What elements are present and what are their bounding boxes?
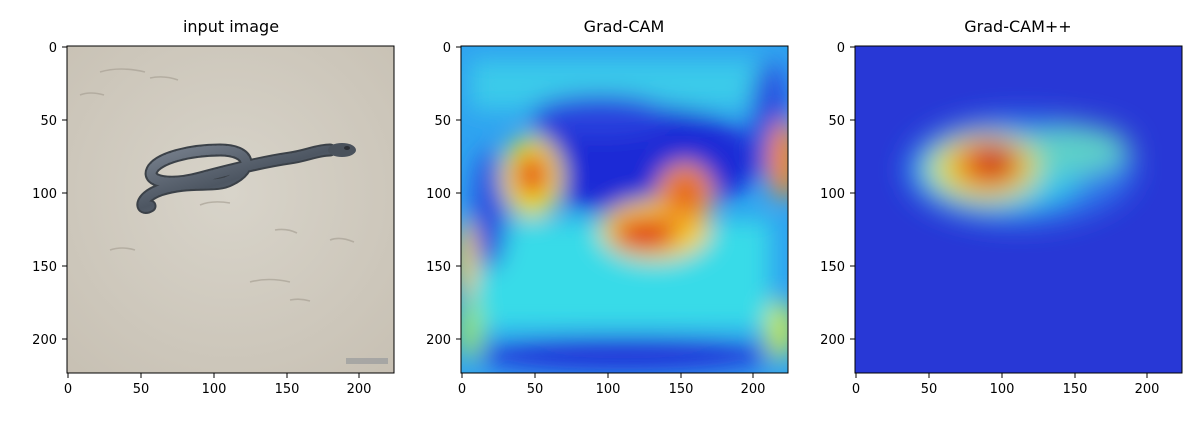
x-tick-label: 150 [669,382,694,397]
panel-grad-cam-plus-plus: Grad-CAM++ 0 50 [788,0,1183,421]
x-tick-label: 150 [275,382,300,397]
y-tick-label: 50 [40,114,57,129]
y-tick-label: 100 [426,187,451,202]
x-tick-label: 150 [1063,382,1088,397]
x-tick-label: 200 [1135,382,1160,397]
panel-title: input image [183,17,279,36]
axes-frame [854,45,1183,374]
y-tick-label: 50 [434,114,451,129]
x-tick-label: 0 [852,382,860,397]
panel-grad-cam: Grad-CAM [394,0,789,421]
y-tick-label: 50 [828,114,845,129]
x-axis: 0 50 100 150 200 [64,372,394,397]
x-tick-label: 50 [133,382,150,397]
x-axis: 0 50 100 150 200 [852,372,1182,397]
sand-texture [79,68,355,302]
y-axis: 0 50 100 150 200 [32,41,68,373]
y-tick-label: 0 [443,41,451,56]
y-tick-label: 150 [820,260,845,275]
panel-input-image: input image [0,0,395,421]
panel-grad-cam-figure: Grad-CAM [426,17,789,397]
y-tick-label: 150 [426,260,451,275]
y-tick-label: 150 [32,260,57,275]
sand-background [67,46,394,373]
y-axis: 0 50 100 150 200 [426,41,462,373]
y-tick-label: 0 [837,41,845,56]
x-tick-label: 0 [64,382,72,397]
x-tick-label: 200 [741,382,766,397]
x-axis: 0 50 100 150 200 [458,372,788,397]
axes-frame [460,45,789,374]
x-tick-label: 0 [458,382,466,397]
photo-input-image [67,46,394,373]
x-tick-label: 100 [202,382,227,397]
y-tick-label: 100 [820,187,845,202]
panel-grad-cam-plus-plus-figure: Grad-CAM++ 0 50 [820,17,1183,397]
x-tick-label: 50 [527,382,544,397]
y-tick-label: 100 [32,187,57,202]
snake [136,143,356,214]
heatmap-grad-cam [461,46,788,373]
y-axis: 0 50 100 150 200 [820,41,856,373]
y-tick-label: 200 [426,333,451,348]
y-tick-label: 200 [32,333,57,348]
panel-title: Grad-CAM [584,17,665,36]
x-tick-label: 100 [596,382,621,397]
x-tick-label: 200 [347,382,372,397]
panel-title: Grad-CAM++ [964,17,1071,36]
watermark [346,358,388,364]
y-tick-label: 200 [820,333,845,348]
heatmap-grad-cam-plus-plus [855,46,1182,373]
x-tick-label: 50 [921,382,938,397]
panel-input-image-figure: input image [32,17,395,397]
axes-frame [66,45,395,374]
y-tick-label: 0 [49,41,57,56]
x-tick-label: 100 [990,382,1015,397]
